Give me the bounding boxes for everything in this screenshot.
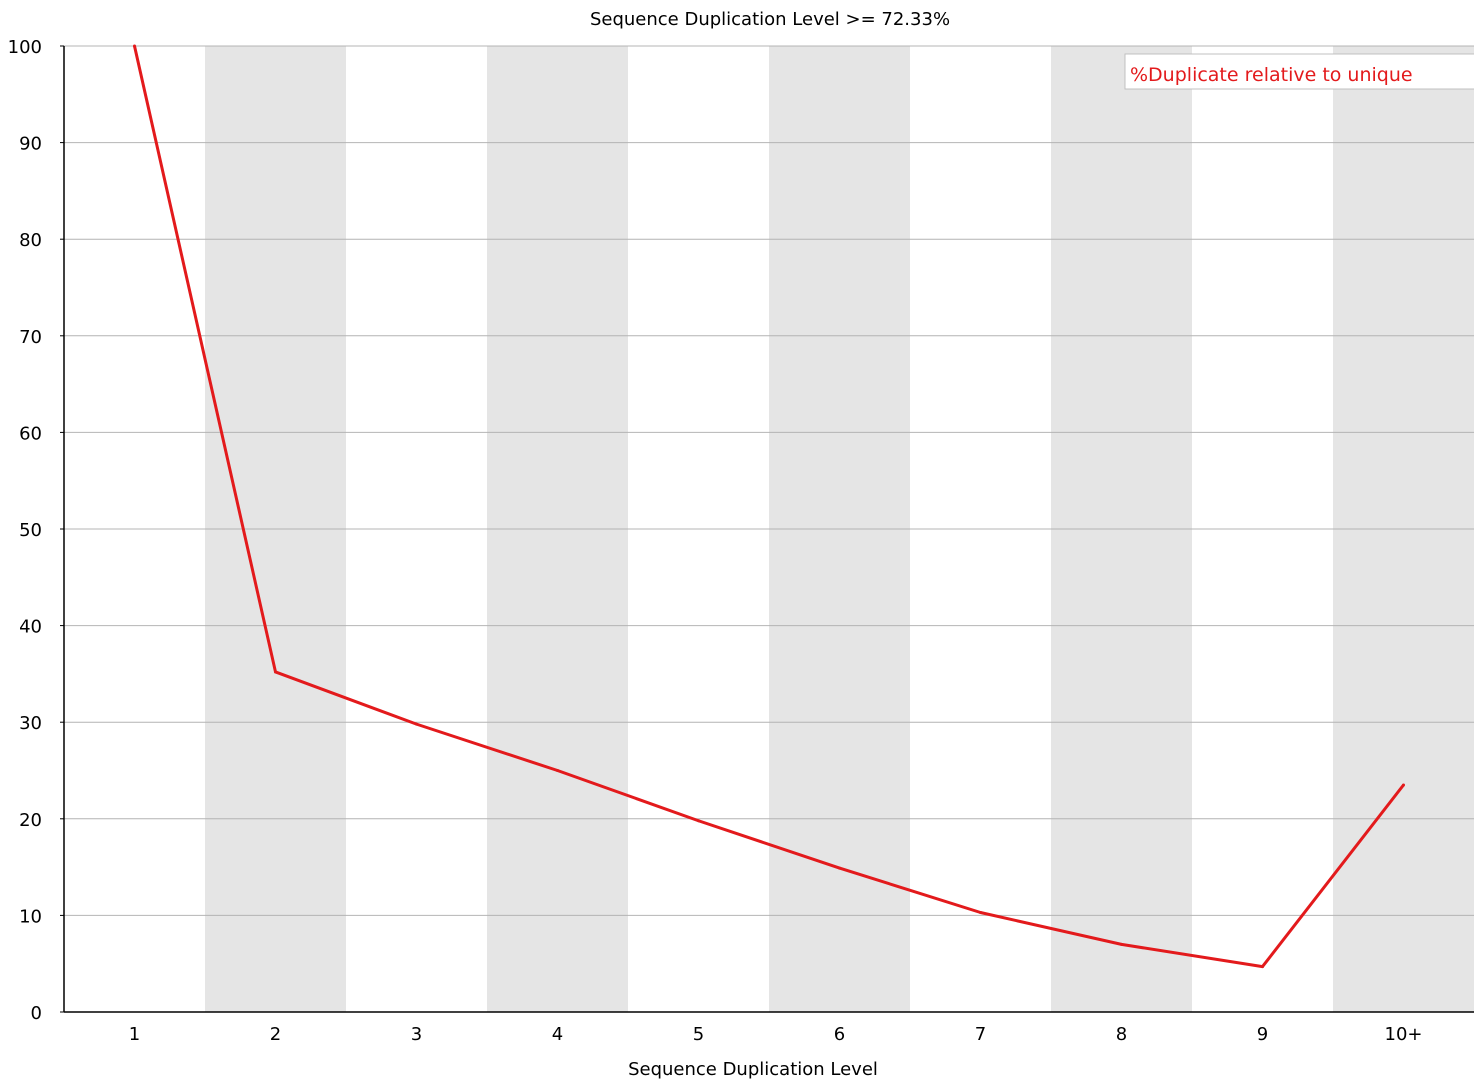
- x-tick-label-10+: 10+: [1385, 1024, 1423, 1045]
- x-tick-label-9: 9: [1257, 1024, 1268, 1045]
- data-point-4: [556, 769, 559, 772]
- x-tick-label-2: 2: [270, 1024, 281, 1045]
- data-point-1: [133, 44, 136, 48]
- x-tick-label-4: 4: [552, 1024, 563, 1045]
- data-point-10+: [1402, 783, 1405, 787]
- x-tick-label-7: 7: [975, 1024, 986, 1045]
- y-tick-label-40: 40: [19, 617, 42, 638]
- x-axis-label: Sequence Duplication Level: [628, 1059, 878, 1080]
- data-point-7: [979, 911, 982, 915]
- y-tick-label-80: 80: [19, 230, 42, 251]
- gridline-layer: [64, 45, 1474, 916]
- x-tick-label-1: 1: [129, 1024, 140, 1045]
- x-tick-label-6: 6: [834, 1024, 845, 1045]
- data-point-2: [274, 670, 277, 674]
- x-tick-label-5: 5: [693, 1024, 704, 1045]
- y-tick-label-70: 70: [19, 327, 42, 348]
- data-point-6: [838, 866, 841, 870]
- y-tick-label-30: 30: [19, 713, 42, 734]
- axes-layer: [60, 45, 1474, 1013]
- series-layer: [133, 44, 1405, 969]
- y-tick-label-0: 0: [31, 1003, 42, 1024]
- legend-entry: %Duplicate relative to unique: [1130, 64, 1413, 86]
- x-tick-label-8: 8: [1116, 1024, 1127, 1045]
- data-point-9: [1261, 965, 1264, 969]
- data-point-8: [1120, 942, 1123, 946]
- y-tick-label-20: 20: [19, 810, 42, 831]
- y-tick-label-10: 10: [19, 906, 42, 927]
- y-tick-label-100: 100: [8, 37, 42, 58]
- tick-layer: 0 10 20 30 40 50 60 70 80 90 100 1 2 3 4 5 6 7 8 9 10+: [8, 37, 1423, 1045]
- data-point-3: [415, 722, 418, 726]
- y-tick-label-90: 90: [19, 134, 42, 155]
- series-line-0: [133, 45, 1405, 969]
- legend: %Duplicate relative to unique: [1124, 53, 1474, 90]
- y-tick-label-60: 60: [19, 423, 42, 444]
- x-tick-label-3: 3: [411, 1024, 422, 1045]
- legend-box: [1124, 53, 1474, 90]
- data-point-5: [697, 819, 700, 823]
- chart-title: Sequence Duplication Level >= 72.33%: [590, 9, 950, 30]
- y-tick-label-50: 50: [19, 520, 42, 541]
